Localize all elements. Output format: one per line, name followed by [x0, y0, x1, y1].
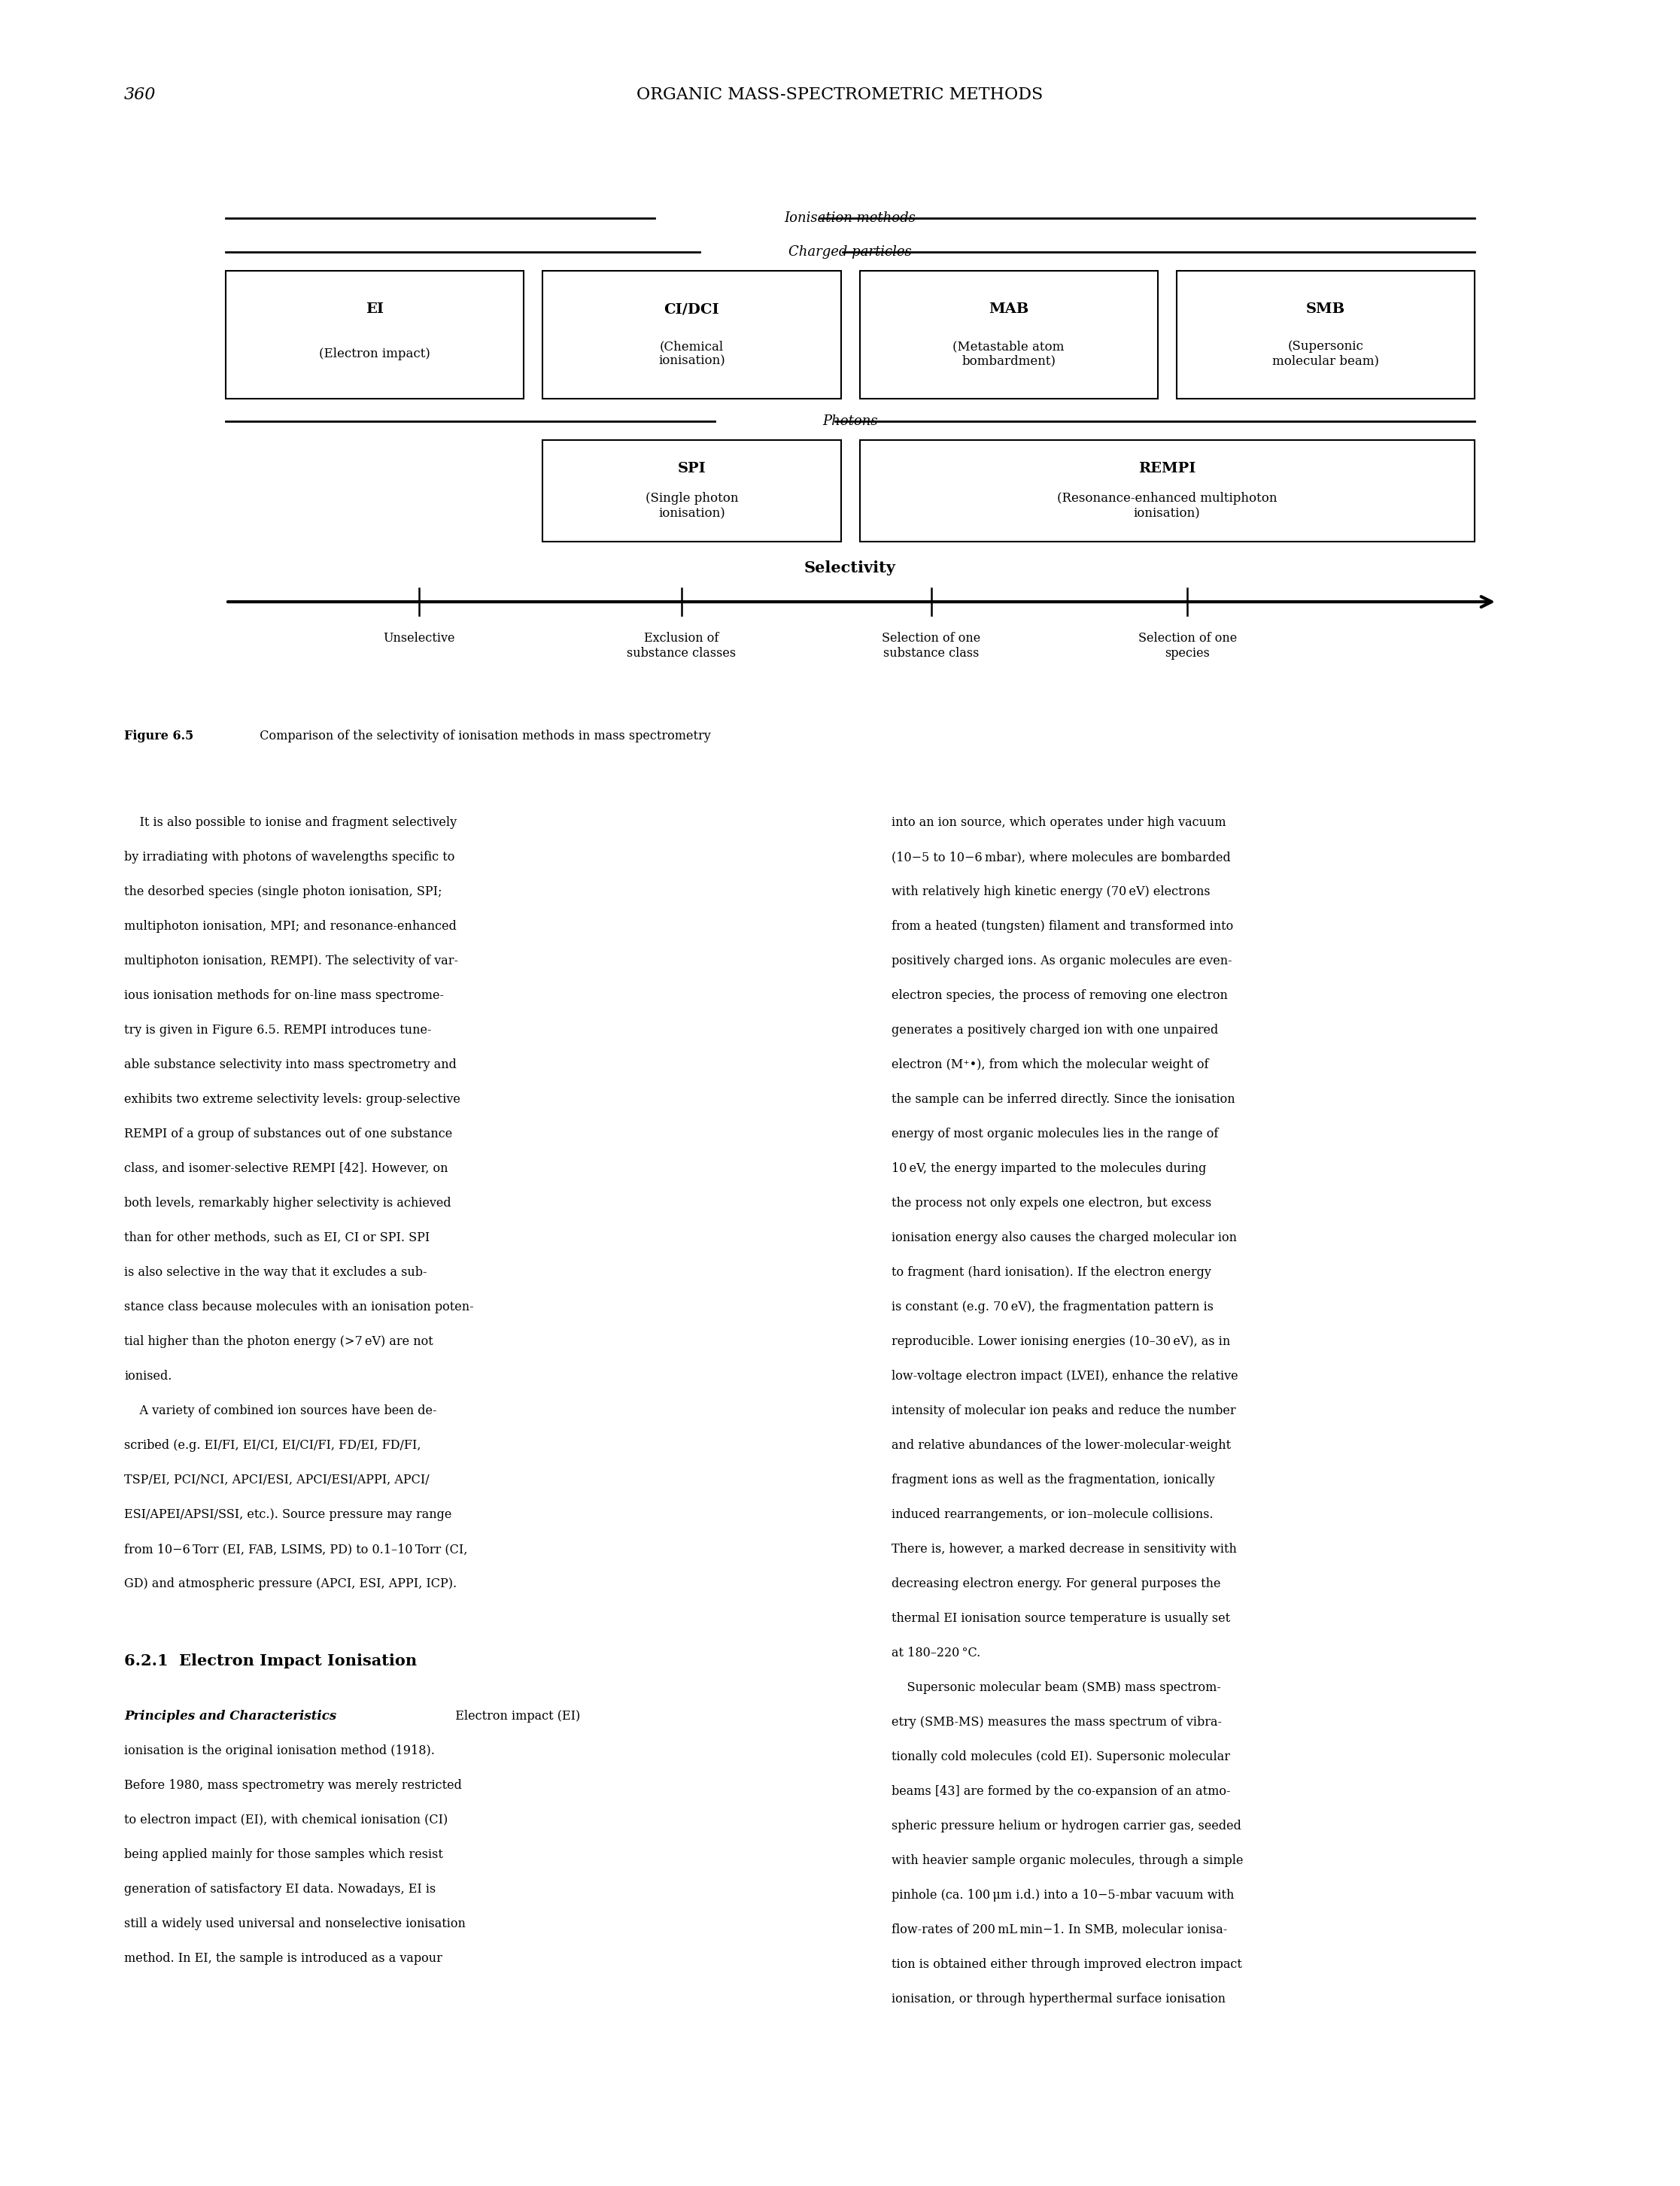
Text: low-voltage electron impact (LVEI), enhance the relative: low-voltage electron impact (LVEI), enha…: [892, 1371, 1238, 1382]
Text: A variety of combined ion sources have been de-: A variety of combined ion sources have b…: [124, 1403, 437, 1417]
Text: TSP/EI, PCI/NCI, APCI/ESI, APCI/ESI/APPI, APCI/: TSP/EI, PCI/NCI, APCI/ESI, APCI/ESI/APPI…: [124, 1473, 430, 1486]
Text: tionally cold molecules (cold EI). Supersonic molecular: tionally cold molecules (cold EI). Super…: [892, 1751, 1230, 1764]
Bar: [225, 271, 524, 398]
Text: Ionisation methods: Ionisation methods: [785, 212, 916, 225]
Text: multiphoton ionisation, MPI; and resonance-enhanced: multiphoton ionisation, MPI; and resonan…: [124, 920, 457, 933]
Text: generates a positively charged ion with one unpaired: generates a positively charged ion with …: [892, 1023, 1218, 1036]
Text: ORGANIC MASS-SPECTROMETRIC METHODS: ORGANIC MASS-SPECTROMETRIC METHODS: [637, 87, 1043, 103]
Text: generation of satisfactory EI data. Nowadays, EI is: generation of satisfactory EI data. Nowa…: [124, 1882, 435, 1895]
Bar: [543, 439, 840, 542]
Text: SPI: SPI: [677, 461, 706, 474]
Text: with relatively high kinetic energy (70 eV) electrons: with relatively high kinetic energy (70 …: [892, 885, 1210, 898]
Bar: [1176, 271, 1475, 398]
Text: (10−5 to 10−6 mbar), where molecules are bombarded: (10−5 to 10−6 mbar), where molecules are…: [892, 850, 1231, 863]
Text: tion is obtained either through improved electron impact: tion is obtained either through improved…: [892, 1959, 1242, 1972]
Text: exhibits two extreme selectivity levels: group-selective: exhibits two extreme selectivity levels:…: [124, 1093, 460, 1106]
Text: class, and isomer-selective REMPI [42]. However, on: class, and isomer-selective REMPI [42]. …: [124, 1163, 449, 1176]
Text: pinhole (ca. 100 μm i.d.) into a 10−5-mbar vacuum with: pinhole (ca. 100 μm i.d.) into a 10−5-mb…: [892, 1889, 1235, 1902]
Text: There is, however, a marked decrease in sensitivity with: There is, however, a marked decrease in …: [892, 1543, 1236, 1556]
Text: energy of most organic molecules lies in the range of: energy of most organic molecules lies in…: [892, 1128, 1218, 1141]
Text: GD) and atmospheric pressure (APCI, ESI, APPI, ICP).: GD) and atmospheric pressure (APCI, ESI,…: [124, 1578, 457, 1589]
Bar: [860, 271, 1158, 398]
Text: scribed (e.g. EI/FI, EI/CI, EI/CI/FI, FD/EI, FD/FI,: scribed (e.g. EI/FI, EI/CI, EI/CI/FI, FD…: [124, 1438, 422, 1452]
Text: ionisation energy also causes the charged molecular ion: ionisation energy also causes the charge…: [892, 1231, 1236, 1244]
Text: try is given in Figure 6.5. REMPI introduces tune-: try is given in Figure 6.5. REMPI introd…: [124, 1023, 432, 1036]
Text: intensity of molecular ion peaks and reduce the number: intensity of molecular ion peaks and red…: [892, 1403, 1236, 1417]
Text: CI/DCI: CI/DCI: [664, 302, 719, 317]
Text: ionisation, or through hyperthermal surface ionisation: ionisation, or through hyperthermal surf…: [892, 1994, 1226, 2005]
Text: reproducible. Lower ionising energies (10–30 eV), as in: reproducible. Lower ionising energies (1…: [892, 1336, 1230, 1349]
Text: flow-rates of 200 mL min−1. In SMB, molecular ionisa-: flow-rates of 200 mL min−1. In SMB, mole…: [892, 1924, 1228, 1937]
Text: It is also possible to ionise and fragment selectively: It is also possible to ionise and fragme…: [124, 815, 457, 828]
Text: (Metastable atom
bombardment): (Metastable atom bombardment): [953, 341, 1065, 367]
Text: Comparison of the selectivity of ionisation methods in mass spectrometry: Comparison of the selectivity of ionisat…: [252, 730, 711, 743]
Text: tial higher than the photon energy (>7 eV) are not: tial higher than the photon energy (>7 e…: [124, 1336, 433, 1349]
Text: from a heated (tungsten) filament and transformed into: from a heated (tungsten) filament and tr…: [892, 920, 1233, 933]
Text: ESI/APEI/APSI/SSI, etc.). Source pressure may range: ESI/APEI/APSI/SSI, etc.). Source pressur…: [124, 1508, 452, 1521]
Text: with heavier sample organic molecules, through a simple: with heavier sample organic molecules, t…: [892, 1854, 1243, 1867]
Text: being applied mainly for those samples which resist: being applied mainly for those samples w…: [124, 1847, 444, 1860]
Text: to electron impact (EI), with chemical ionisation (CI): to electron impact (EI), with chemical i…: [124, 1814, 449, 1827]
Text: ious ionisation methods for on-line mass spectrome-: ious ionisation methods for on-line mass…: [124, 990, 444, 1001]
Text: (Resonance-enhanced multiphoton
ionisation): (Resonance-enhanced multiphoton ionisati…: [1057, 492, 1277, 520]
Text: from 10−6 Torr (EI, FAB, LSIMS, PD) to 0.1–10 Torr (CI,: from 10−6 Torr (EI, FAB, LSIMS, PD) to 0…: [124, 1543, 467, 1556]
Text: both levels, remarkably higher selectivity is achieved: both levels, remarkably higher selectivi…: [124, 1196, 452, 1209]
Text: etry (SMB-MS) measures the mass spectrum of vibra-: etry (SMB-MS) measures the mass spectrum…: [892, 1716, 1221, 1729]
Text: (Chemical
ionisation): (Chemical ionisation): [659, 341, 726, 367]
Text: MAB: MAB: [988, 302, 1028, 317]
Text: Supersonic molecular beam (SMB) mass spectrom-: Supersonic molecular beam (SMB) mass spe…: [892, 1681, 1221, 1694]
Text: thermal EI ionisation source temperature is usually set: thermal EI ionisation source temperature…: [892, 1611, 1230, 1624]
Text: Photons: Photons: [823, 415, 879, 428]
Text: EI: EI: [366, 302, 383, 317]
Text: into an ion source, which operates under high vacuum: into an ion source, which operates under…: [892, 815, 1226, 828]
Text: Unselective: Unselective: [383, 632, 455, 645]
Text: 6.2.1  Electron Impact Ionisation: 6.2.1 Electron Impact Ionisation: [124, 1653, 417, 1668]
Text: (Single photon
ionisation): (Single photon ionisation): [645, 492, 738, 520]
Text: 10 eV, the energy imparted to the molecules during: 10 eV, the energy imparted to the molecu…: [892, 1163, 1206, 1176]
Bar: [543, 271, 840, 398]
Text: by irradiating with photons of wavelengths specific to: by irradiating with photons of wavelengt…: [124, 850, 455, 863]
Text: Selection of one
species: Selection of one species: [1137, 632, 1236, 660]
Text: positively charged ions. As organic molecules are even-: positively charged ions. As organic mole…: [892, 955, 1231, 968]
Text: electron (M⁺•), from which the molecular weight of: electron (M⁺•), from which the molecular…: [892, 1058, 1208, 1071]
Text: Principles and Characteristics: Principles and Characteristics: [124, 1709, 336, 1723]
Text: is also selective in the way that it excludes a sub-: is also selective in the way that it exc…: [124, 1266, 427, 1279]
Text: induced rearrangements, or ion–molecule collisions.: induced rearrangements, or ion–molecule …: [892, 1508, 1213, 1521]
Text: ionised.: ionised.: [124, 1371, 171, 1382]
Text: the desorbed species (single photon ionisation, SPI;: the desorbed species (single photon ioni…: [124, 885, 442, 898]
Text: REMPI of a group of substances out of one substance: REMPI of a group of substances out of on…: [124, 1128, 452, 1141]
Text: Selectivity: Selectivity: [805, 560, 895, 575]
Bar: [860, 439, 1475, 542]
Text: spheric pressure helium or hydrogen carrier gas, seeded: spheric pressure helium or hydrogen carr…: [892, 1819, 1242, 1832]
Text: Before 1980, mass spectrometry was merely restricted: Before 1980, mass spectrometry was merel…: [124, 1779, 462, 1793]
Text: stance class because molecules with an ionisation poten-: stance class because molecules with an i…: [124, 1301, 474, 1314]
Text: Figure 6.5: Figure 6.5: [124, 730, 193, 743]
Text: electron species, the process of removing one electron: electron species, the process of removin…: [892, 990, 1228, 1001]
Text: to fragment (hard ionisation). If the electron energy: to fragment (hard ionisation). If the el…: [892, 1266, 1211, 1279]
Text: at 180–220 °C.: at 180–220 °C.: [892, 1646, 981, 1659]
Text: REMPI: REMPI: [1139, 461, 1196, 474]
Text: Charged particles: Charged particles: [788, 245, 912, 258]
Text: fragment ions as well as the fragmentation, ionically: fragment ions as well as the fragmentati…: [892, 1473, 1215, 1486]
Text: Exclusion of
substance classes: Exclusion of substance classes: [627, 632, 736, 660]
Text: multiphoton ionisation, REMPI). The selectivity of var-: multiphoton ionisation, REMPI). The sele…: [124, 955, 459, 968]
Text: decreasing electron energy. For general purposes the: decreasing electron energy. For general …: [892, 1578, 1221, 1589]
Text: 360: 360: [124, 87, 156, 103]
Text: SMB: SMB: [1305, 302, 1346, 317]
Text: (Electron impact): (Electron impact): [319, 348, 430, 361]
Text: still a widely used universal and nonselective ionisation: still a widely used universal and nonsel…: [124, 1917, 465, 1930]
Text: the sample can be inferred directly. Since the ionisation: the sample can be inferred directly. Sin…: [892, 1093, 1235, 1106]
Text: method. In EI, the sample is introduced as a vapour: method. In EI, the sample is introduced …: [124, 1952, 442, 1965]
Text: Selection of one
substance class: Selection of one substance class: [882, 632, 981, 660]
Text: than for other methods, such as EI, CI or SPI. SPI: than for other methods, such as EI, CI o…: [124, 1231, 430, 1244]
Text: beams [43] are formed by the co-expansion of an atmo-: beams [43] are formed by the co-expansio…: [892, 1786, 1230, 1797]
Text: Electron impact (EI): Electron impact (EI): [447, 1709, 580, 1723]
Text: and relative abundances of the lower-molecular-weight: and relative abundances of the lower-mol…: [892, 1438, 1231, 1452]
Text: (Supersonic
molecular beam): (Supersonic molecular beam): [1272, 341, 1379, 367]
Text: the process not only expels one electron, but excess: the process not only expels one electron…: [892, 1196, 1211, 1209]
Text: able substance selectivity into mass spectrometry and: able substance selectivity into mass spe…: [124, 1058, 457, 1071]
Text: ionisation is the original ionisation method (1918).: ionisation is the original ionisation me…: [124, 1744, 435, 1758]
Text: is constant (e.g. 70 eV), the fragmentation pattern is: is constant (e.g. 70 eV), the fragmentat…: [892, 1301, 1213, 1314]
